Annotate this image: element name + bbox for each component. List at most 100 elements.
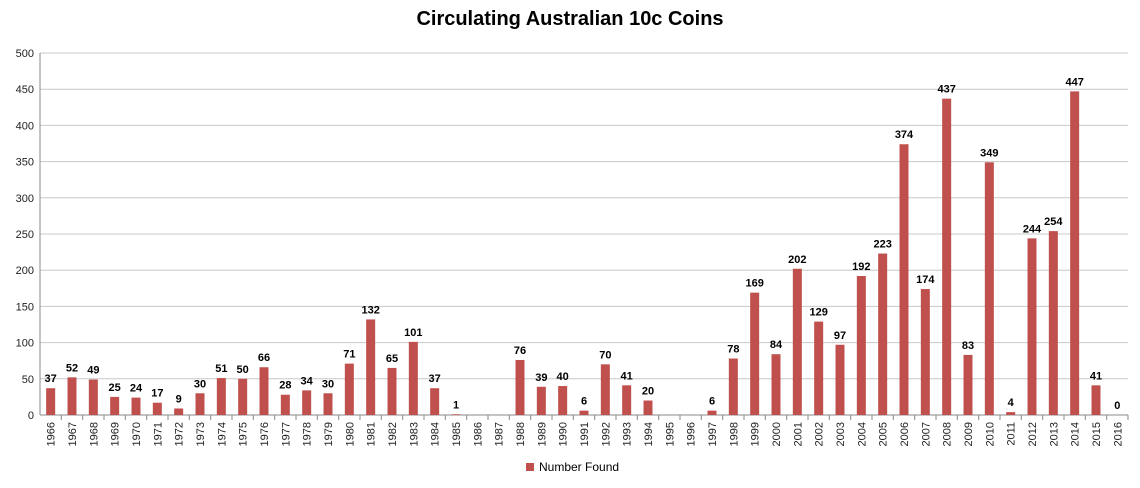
bar	[515, 359, 525, 415]
bar	[238, 378, 248, 415]
bar	[814, 321, 824, 415]
x-tick-label: 1992	[600, 422, 612, 446]
data-label: 129	[809, 307, 827, 319]
bar	[302, 390, 312, 415]
bar	[408, 341, 418, 415]
data-label: 192	[852, 261, 870, 273]
data-label: 83	[962, 340, 974, 352]
x-tick-label: 1975	[238, 422, 250, 446]
data-label: 28	[279, 380, 291, 392]
data-label: 223	[873, 239, 891, 251]
data-label: 169	[745, 278, 763, 290]
data-label: 202	[788, 254, 806, 266]
x-tick-label: 1986	[472, 422, 484, 446]
x-tick-label: 2014	[1070, 422, 1082, 446]
x-tick-label: 1983	[408, 422, 420, 446]
bar	[963, 354, 973, 415]
x-tick-label: 1966	[46, 422, 58, 446]
data-label: 174	[916, 274, 935, 286]
x-tick-label: 1985	[451, 422, 463, 446]
bar	[110, 396, 120, 415]
data-label: 25	[109, 382, 121, 394]
data-label: 17	[151, 388, 163, 400]
x-tick-label: 2006	[899, 422, 911, 446]
bar	[1091, 385, 1101, 415]
data-label: 51	[215, 363, 227, 375]
chart-title: Circulating Australian 10c Coins	[416, 8, 724, 30]
data-label: 70	[599, 349, 611, 361]
y-tick-label: 50	[22, 374, 34, 386]
data-label: 349	[980, 147, 998, 159]
bar	[451, 414, 461, 415]
bar	[856, 275, 866, 415]
y-tick-label: 300	[16, 193, 34, 205]
x-tick-label: 1997	[707, 422, 719, 446]
x-tick-label: 1971	[152, 422, 164, 446]
x-tick-label: 1991	[579, 422, 591, 446]
x-tick-label: 1970	[131, 422, 143, 446]
bar	[366, 319, 376, 415]
legend-label: Number Found	[539, 460, 620, 474]
bar	[152, 402, 162, 415]
bar	[1006, 412, 1016, 415]
bar	[67, 377, 77, 415]
bar	[174, 408, 184, 415]
data-label: 437	[937, 84, 955, 96]
x-tick-label: 1967	[67, 422, 79, 446]
x-tick-label: 2000	[771, 422, 783, 446]
x-tick-label: 1973	[195, 422, 207, 446]
x-tick-label: 2002	[814, 422, 826, 446]
y-tick-label: 100	[16, 338, 34, 350]
bar	[750, 292, 760, 415]
x-tick-label: 2007	[920, 422, 932, 446]
bar	[46, 388, 56, 415]
bar	[1070, 91, 1080, 415]
legend: Number Found	[526, 460, 619, 474]
legend-swatch	[526, 463, 534, 471]
x-tick-label: 1993	[622, 422, 634, 446]
bar	[88, 379, 98, 415]
bar	[259, 367, 269, 415]
data-label: 244	[1023, 223, 1042, 235]
bar	[1027, 238, 1037, 415]
x-tick-label: 2003	[835, 422, 847, 446]
data-label: 1	[453, 399, 459, 411]
data-label: 4	[1008, 397, 1015, 409]
y-tick-label: 400	[16, 120, 34, 132]
x-tick-label: 1988	[515, 422, 527, 446]
x-tick-label: 1984	[430, 422, 442, 446]
x-tick-label: 2016	[1112, 422, 1124, 446]
x-tick-label: 1995	[664, 422, 676, 446]
bar	[728, 358, 738, 415]
x-tick-label: 1968	[88, 422, 100, 446]
x-tick-label: 1972	[174, 422, 186, 446]
bar	[600, 364, 610, 415]
bar	[643, 400, 653, 415]
x-tick-label: 2001	[792, 422, 804, 446]
x-tick-label: 1987	[494, 422, 506, 446]
bar	[216, 378, 226, 415]
data-label: 101	[404, 327, 422, 339]
data-label: 0	[1114, 400, 1120, 412]
x-tick-label: 1989	[536, 422, 548, 446]
y-tick-label: 0	[28, 410, 34, 422]
x-tick-label: 2011	[1006, 422, 1018, 446]
bar	[1048, 231, 1058, 415]
bar	[579, 410, 589, 415]
bar	[771, 354, 781, 415]
x-tick-label: 2005	[878, 422, 890, 446]
bar	[387, 367, 397, 415]
data-label: 50	[237, 364, 249, 376]
x-tick-label: 2010	[984, 422, 996, 446]
data-label: 49	[87, 365, 99, 377]
data-label: 132	[361, 304, 379, 316]
y-tick-label: 150	[16, 301, 34, 313]
bar	[920, 289, 930, 415]
bar	[899, 144, 909, 415]
data-label: 78	[727, 344, 739, 356]
data-label: 30	[322, 378, 334, 390]
x-tick-label: 1982	[387, 422, 399, 446]
x-tick-label: 1978	[302, 422, 314, 446]
bar	[430, 388, 440, 415]
data-label: 30	[194, 378, 206, 390]
